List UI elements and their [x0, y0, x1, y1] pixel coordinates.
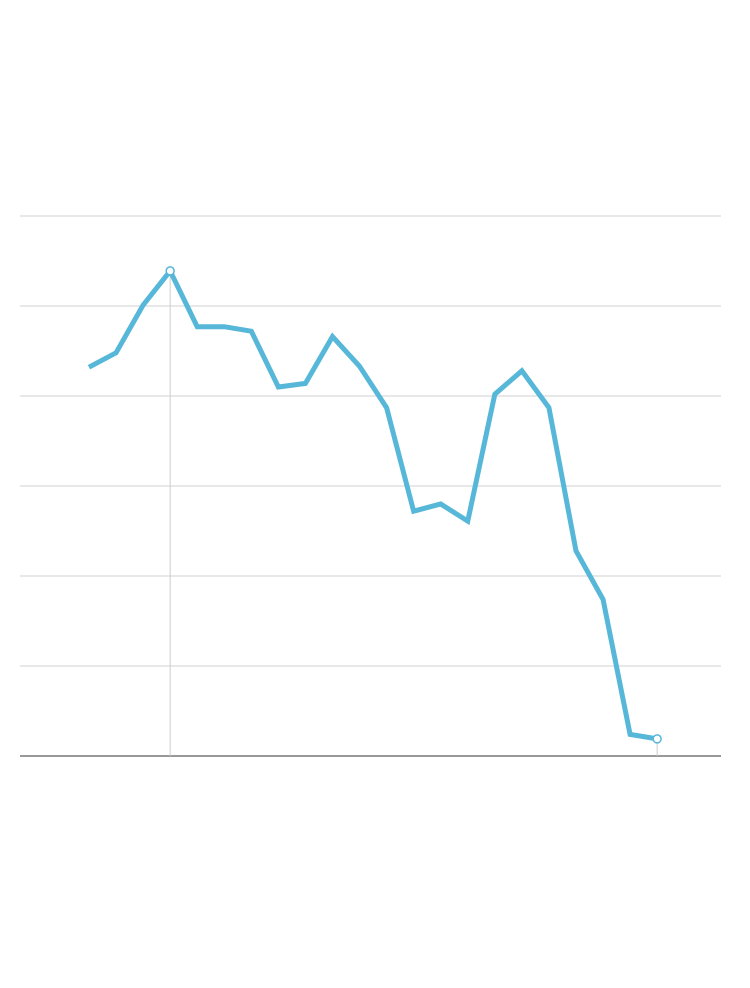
line — [87, 266, 658, 742]
highlight-point — [165, 266, 175, 276]
highlight-point — [652, 734, 662, 744]
